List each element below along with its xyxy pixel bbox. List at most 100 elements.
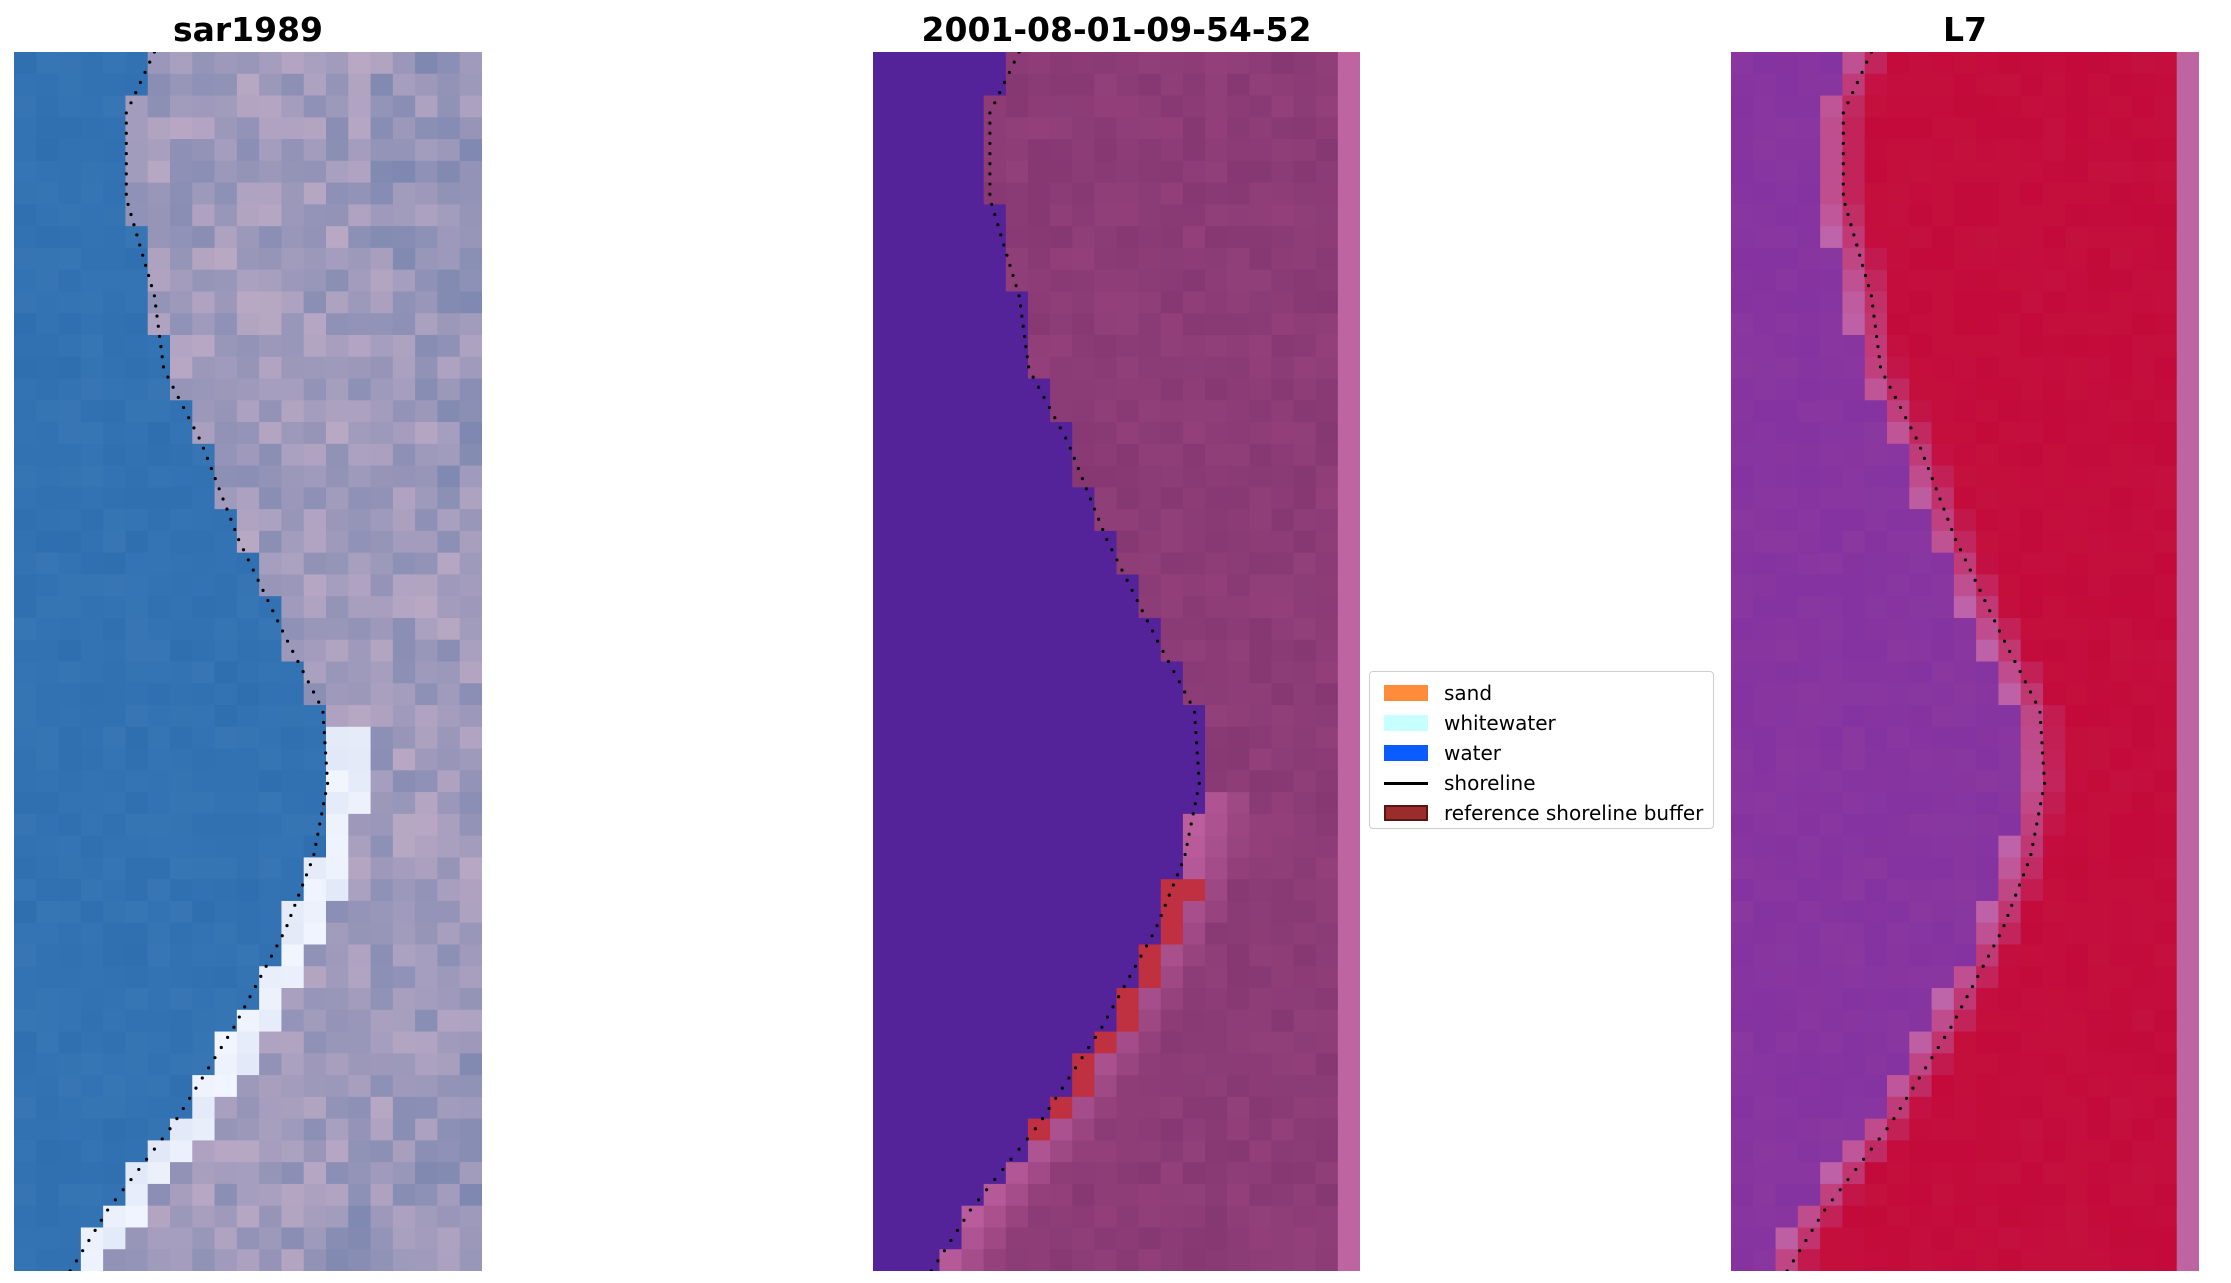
image-pixel	[1249, 1249, 1273, 1271]
image-pixel	[36, 465, 60, 488]
image-pixel	[370, 1249, 394, 1271]
image-pixel	[236, 73, 260, 97]
image-pixel	[1842, 922, 1866, 946]
image-pixel	[415, 117, 439, 140]
image-pixel	[170, 922, 193, 946]
image-pixel	[873, 334, 896, 358]
shoreline-point	[1905, 1096, 1909, 1100]
image-pixel	[103, 1227, 127, 1250]
image-pixel	[259, 661, 283, 684]
image-pixel	[1887, 1205, 1910, 1229]
image-pixel	[2176, 857, 2199, 880]
image-pixel	[259, 1096, 283, 1120]
image-pixel	[415, 988, 439, 1011]
image-pixel	[459, 639, 482, 663]
image-pixel	[192, 705, 216, 728]
image-pixel	[1315, 661, 1339, 684]
image-pixel	[36, 748, 60, 771]
image-pixel	[348, 378, 372, 401]
image-pixel	[939, 1227, 963, 1250]
image-pixel	[36, 552, 60, 576]
image-pixel	[103, 617, 127, 641]
image-pixel	[1138, 966, 1162, 989]
image-pixel	[459, 988, 482, 1011]
shoreline-point	[308, 863, 312, 867]
image-pixel	[1337, 813, 1360, 837]
image-pixel	[2065, 574, 2089, 597]
image-pixel	[326, 639, 349, 663]
image-pixel	[1293, 1031, 1317, 1054]
image-pixel	[895, 617, 918, 641]
image-pixel	[80, 400, 104, 423]
image-pixel	[1315, 596, 1339, 619]
image-pixel	[1050, 334, 1073, 358]
image-pixel	[1842, 1249, 1866, 1271]
image-pixel	[170, 509, 193, 532]
image-pixel	[1072, 378, 1095, 401]
image-pixel	[125, 726, 149, 750]
image-pixel	[1138, 160, 1162, 184]
image-pixel	[303, 204, 327, 227]
image-pixel	[1820, 944, 1844, 967]
image-pixel	[983, 1205, 1007, 1229]
image-pixel	[214, 617, 238, 641]
image-pixel	[2087, 1118, 2111, 1141]
image-pixel	[1072, 726, 1095, 750]
image-pixel	[1293, 596, 1317, 619]
image-pixel	[1337, 574, 1360, 597]
image-pixel	[2176, 422, 2199, 445]
image-pixel	[370, 509, 394, 532]
image-pixel	[1820, 835, 1844, 859]
image-pixel	[281, 770, 305, 793]
image-pixel	[1953, 1118, 1977, 1141]
image-pixel	[214, 1009, 238, 1033]
image-pixel	[1887, 1140, 1910, 1163]
image-pixel	[348, 509, 372, 532]
image-pixel	[1337, 1227, 1360, 1250]
image-pixel	[348, 944, 372, 967]
image-pixel	[192, 422, 216, 445]
image-pixel	[1315, 966, 1339, 989]
image-pixel	[1072, 1183, 1095, 1207]
shoreline-point	[1017, 294, 1021, 298]
image-pixel	[348, 617, 372, 641]
image-pixel	[303, 770, 327, 793]
image-pixel	[348, 117, 372, 140]
shoreline-point	[1854, 1167, 1858, 1172]
image-pixel	[873, 160, 896, 184]
image-pixel	[939, 465, 963, 488]
image-pixel	[1138, 247, 1162, 271]
image-pixel	[2154, 509, 2178, 532]
shoreline-point	[936, 1259, 940, 1263]
image-pixel	[392, 574, 416, 597]
shoreline-point	[1841, 121, 1845, 125]
image-pixel	[1976, 182, 2000, 205]
image-pixel	[392, 900, 416, 924]
image-pixel	[1094, 247, 1118, 271]
image-pixel	[303, 813, 327, 837]
image-pixel	[1976, 726, 2000, 750]
image-pixel	[303, 966, 327, 989]
image-pixel	[895, 400, 918, 423]
image-pixel	[1315, 422, 1339, 445]
image-pixel	[259, 1227, 283, 1250]
image-pixel	[2176, 944, 2199, 967]
image-pixel	[1909, 966, 1933, 989]
image-pixel	[1842, 465, 1866, 488]
image-pixel	[192, 552, 216, 576]
shoreline-point	[1852, 233, 1856, 237]
image-pixel	[281, 879, 305, 902]
image-pixel	[1072, 1205, 1095, 1229]
image-pixel	[1027, 1031, 1051, 1054]
image-pixel	[1775, 617, 1799, 641]
image-pixel	[1094, 291, 1118, 314]
image-pixel	[1205, 509, 1228, 532]
image-pixel	[437, 966, 461, 989]
image-pixel	[125, 835, 149, 859]
shoreline-point	[1105, 1015, 1110, 1019]
shoreline-point	[2008, 649, 2012, 653]
image-pixel	[326, 226, 349, 249]
image-pixel	[939, 857, 963, 880]
image-pixel	[1998, 487, 2022, 510]
image-pixel	[281, 52, 305, 75]
